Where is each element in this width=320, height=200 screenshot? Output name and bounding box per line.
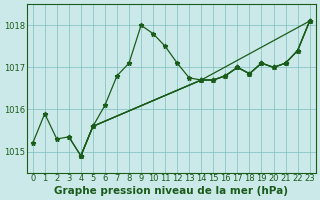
X-axis label: Graphe pression niveau de la mer (hPa): Graphe pression niveau de la mer (hPa) bbox=[54, 186, 288, 196]
